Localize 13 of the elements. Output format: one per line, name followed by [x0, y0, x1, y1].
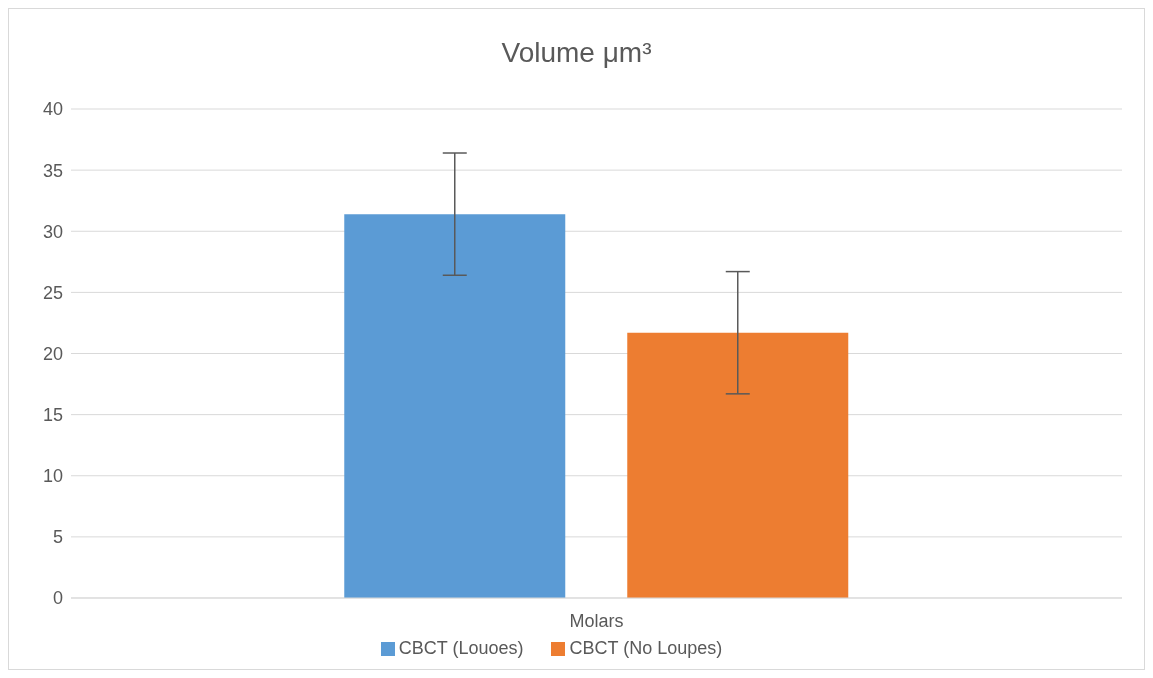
y-tick-label: 35: [42, 160, 63, 181]
y-tick-label: 10: [42, 466, 63, 487]
x-tick-label: Molars: [569, 610, 624, 631]
y-tick-label: 5: [52, 527, 63, 548]
y-tick-label: 0: [52, 588, 63, 609]
legend-label: CBCT (No Loupes): [569, 638, 723, 658]
y-tick-label: 25: [42, 282, 63, 303]
chart-title: Volume μm³: [500, 36, 653, 69]
y-tick-label: 20: [42, 343, 63, 364]
y-tick-label: 15: [42, 405, 63, 426]
y-tick-label: 40: [42, 99, 63, 120]
y-tick-label: 30: [42, 221, 63, 242]
legend-label: CBCT (Louoes): [398, 638, 524, 658]
